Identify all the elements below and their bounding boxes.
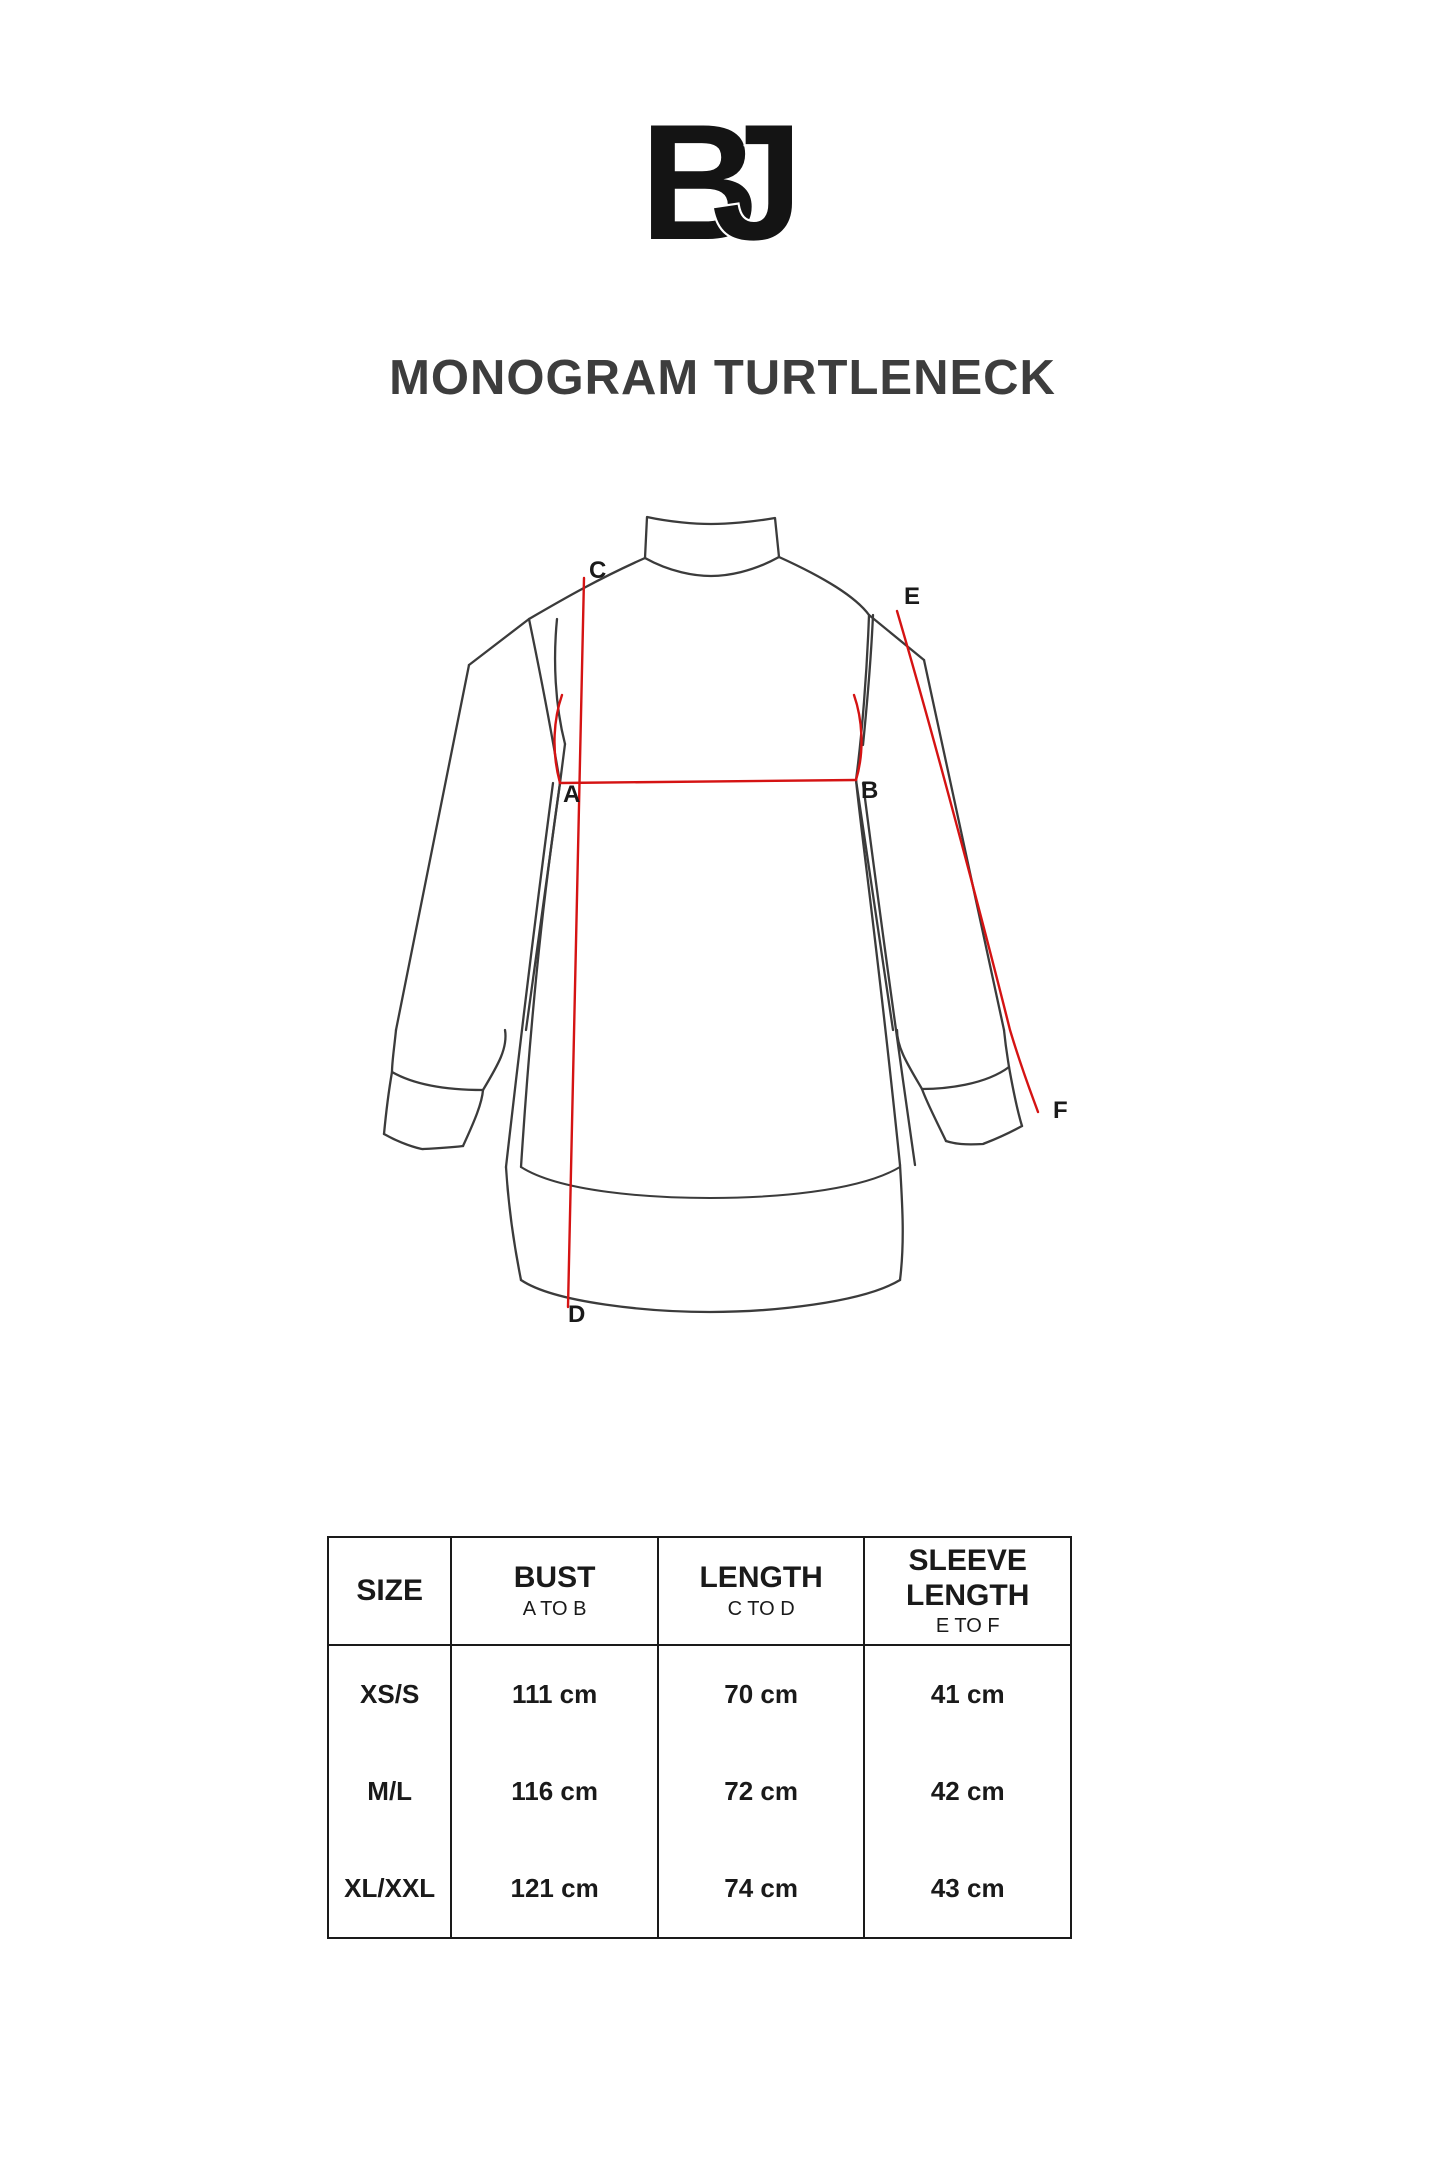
svg-text:A: A (563, 781, 580, 808)
svg-text:C: C (589, 557, 606, 584)
svg-text:F: F (1053, 1097, 1068, 1124)
svg-text:E: E (904, 583, 920, 610)
svg-text:D: D (568, 1301, 585, 1328)
svg-text:B: B (861, 777, 878, 804)
